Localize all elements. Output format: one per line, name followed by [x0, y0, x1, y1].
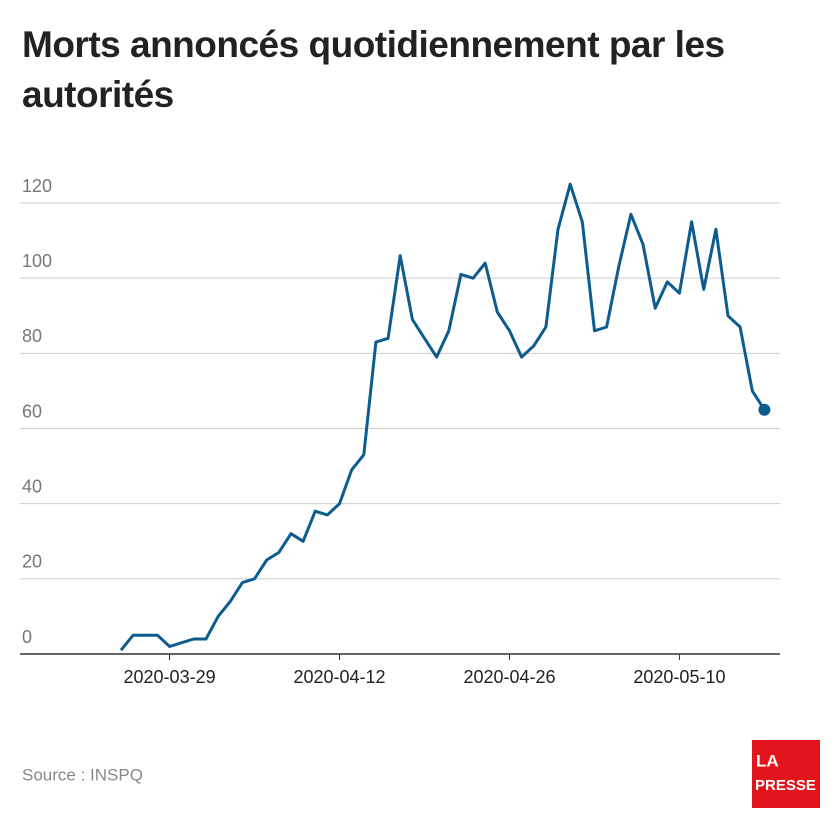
logo-box	[752, 740, 820, 808]
y-tick-label: 0	[22, 627, 32, 647]
logo-text: LA	[756, 751, 779, 770]
y-tick-label: 20	[22, 552, 42, 572]
x-tick-label: 2020-04-26	[463, 667, 555, 687]
x-tick-label: 2020-05-10	[633, 667, 725, 687]
y-tick-label: 60	[22, 401, 42, 421]
logo-text: PRESSE	[755, 777, 816, 794]
x-tick-label: 2020-04-12	[293, 667, 385, 687]
y-tick-label: 120	[22, 176, 52, 196]
x-tick-label: 2020-03-29	[124, 667, 216, 687]
y-tick-label: 100	[22, 251, 52, 271]
end-point	[758, 403, 771, 416]
chart-title: Morts annoncés quotidiennement par les a…	[22, 24, 725, 115]
source: Source : INSPQ	[22, 765, 143, 784]
y-tick-label: 80	[22, 326, 42, 346]
series-line	[119, 182, 766, 652]
y-tick-label: 40	[22, 476, 42, 496]
